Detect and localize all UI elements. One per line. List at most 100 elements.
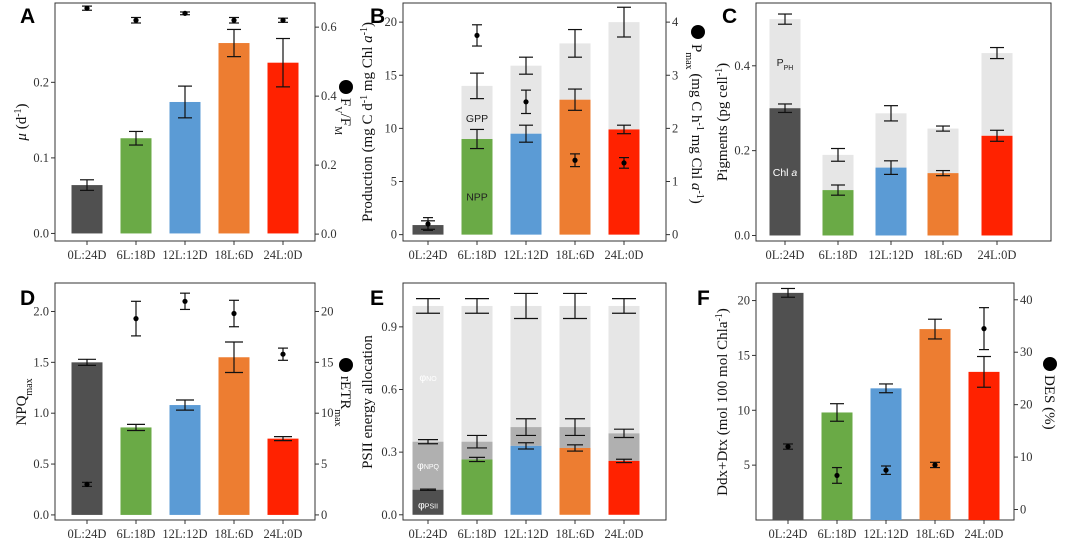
panel-a-bar-4 [267,62,299,234]
panel-b-point-2 [523,99,529,105]
panel-a-ytick-label-1: 0.1 [33,151,49,165]
panel-c-xtick-label-4: 24L:0D [978,248,1017,262]
panel-a-ytick-label-0: 0.0 [33,226,49,240]
panel-a-point-3 [231,17,237,23]
panel-b: B NPP GPP 0 5 10 15 20 0 1 2 3 4 0L:24D 6L:18D 12L:12… [359,2,706,262]
panel-b-y2tick-label-1: 1 [672,175,678,189]
panel-d-ylabel: NPQmax [14,378,35,425]
panel-e-npq-bar-3 [559,427,591,448]
panel-d-point-0 [84,481,90,487]
panel-d-letter: D [20,287,35,310]
panel-e-no-bar-0 [412,305,444,442]
panel-f-bar-1 [821,412,853,520]
panel-c-xtick-label-0: 0L:24D [766,248,805,262]
panel-b-y2label-marker [691,25,705,39]
panel-a-point-1 [133,17,139,23]
panel-f-ytick-label-0: 5 [744,458,750,472]
panel-a-y2label: FV/FM [333,80,353,135]
panel-b-npp-label: NPP [466,192,488,204]
panel-b-npp-bar-2 [510,133,542,235]
panel-a-bar-2 [169,101,201,234]
panel-a-xtick-label-4: 24L:0D [264,248,303,262]
panel-d-y2tick-label-1: 5 [321,457,327,471]
panel-e-frame [402,282,667,521]
panel-e-xtick-label-1: 6L:18D [458,527,497,541]
panel-e-xtick-label-4: 24L:0D [605,527,644,541]
panel-f-bar-4 [968,371,1000,520]
panel-c-ytick-label-0: 0.0 [734,228,750,242]
panel-b-npp-bar-4 [608,129,640,235]
panel-a-y2tick-label-2: 0.4 [321,89,337,103]
panel-b-ytick-label-3: 15 [385,68,398,82]
panel-a-bar-0 [71,185,103,234]
panel-f-point-3 [932,462,938,468]
panel-e-ytick-label-2: 0.6 [381,382,397,396]
panel-b-y2tick-label-4: 4 [672,15,679,29]
panel-e-psii-bar-1 [461,459,493,515]
svg-text:Pmax (mg C h-1 mg Chl a-1): Pmax (mg C h-1 mg Chl a-1) [684,44,706,204]
panel-d-xtick-label-4: 24L:0D [264,527,303,541]
panel-f-point-0 [785,443,791,450]
panel-e-psii-bar-2 [510,445,542,515]
panel-a-bar-1 [120,138,152,234]
panel-c-ytick-label-2: 0.4 [734,59,750,73]
panel-b-point-0 [425,221,431,227]
panel-f-y2label-marker [1043,357,1057,371]
panel-e-psii-bar-3 [559,447,591,515]
panel-d-ytick-label-4: 2.0 [33,304,49,318]
panel-e-ylabel: PSII energy allocation [360,335,376,469]
panel-c-chl-bar-3 [927,173,959,236]
panel-b-letter: B [370,5,385,28]
panel-e-xtick-label-2: 12L:12D [503,527,548,541]
panel-a-ylabel: μ (d-1) [13,103,31,141]
panel-a-bar-3 [218,43,250,234]
panel-e-ytick-label-3: 0.9 [381,320,397,334]
panel-e-no-bar-1 [461,305,493,442]
panel-d-xtick-label-3: 18L:6D [215,527,254,541]
panel-b-frame [402,2,667,242]
panel-d-point-4 [280,351,286,357]
panel-d-y2label-marker [339,358,353,372]
panel-b-y2tick-label-0: 0 [672,228,678,242]
panel-c-xtick-label-2: 12L:12D [868,248,913,262]
panel-b-npp-bar-1 [461,139,493,235]
panel-a-y2tick-label-0: 0.0 [321,227,337,241]
panel-a-letter: A [20,5,35,28]
panel-b-xtick-label-3: 18L:6D [556,248,595,262]
panel-c-pph-label: PPH [777,57,794,72]
panel-b-xtick-label-1: 6L:18D [458,248,497,262]
panel-c-xtick-label-3: 18L:6D [924,248,963,262]
panel-a-xtick-label-3: 18L:6D [215,248,254,262]
panel-c-chl-bar-2 [875,167,907,236]
panel-d-bar-2 [169,405,201,515]
panel-f-bar-2 [870,388,902,520]
panel-a-y2tick-label-3: 0.6 [321,20,337,34]
panel-d-y2tick-label-0: 0 [321,508,327,522]
panel-e-psii-bar-4 [608,460,640,515]
panel-c: C Chl a PPH 0.0 0.2 0.4 0L:24D 6L:18D 12L:12D 1… [714,2,1052,262]
panel-a-xtick-label-0: 0L:24D [68,248,107,262]
panel-e-no-bar-4 [608,305,640,434]
panel-b-ytick-label-1: 5 [391,175,397,189]
panel-b-y2label: Pmax (mg C h-1 mg Chl a-1) [684,25,706,204]
panel-f-bar-0 [772,292,804,520]
panel-d-point-1 [133,316,139,322]
panel-f-ytick-label-2: 15 [738,348,751,362]
panel-b-y2tick-label-2: 2 [672,121,678,135]
panel-b-point-4 [621,160,627,166]
panel-f-y2tick-label-3: 30 [1020,345,1033,359]
panel-b-xtick-label-0: 0L:24D [409,248,448,262]
panel-e-npq-bar-2 [510,427,542,446]
panel-d-bar-3 [218,357,250,515]
panel-b-point-3 [572,157,578,163]
panel-b-ytick-label-2: 10 [385,121,398,135]
panel-d-xtick-label-2: 12L:12D [162,527,207,541]
panel-d-bar-1 [120,427,152,515]
panel-a-ytick-label-2: 0.2 [33,75,49,89]
panel-a-xtick-label-1: 6L:18D [117,248,156,262]
panel-d-y2tick-label-2: 10 [321,406,334,420]
panel-b-xtick-label-4: 24L:0D [605,248,644,262]
panel-e-no-bar-3 [559,305,591,428]
panel-e: E φNO φNPQ φPSII 0.0 0.3 0.6 0.9 0L:24D 6L:18D 1… [360,282,667,541]
